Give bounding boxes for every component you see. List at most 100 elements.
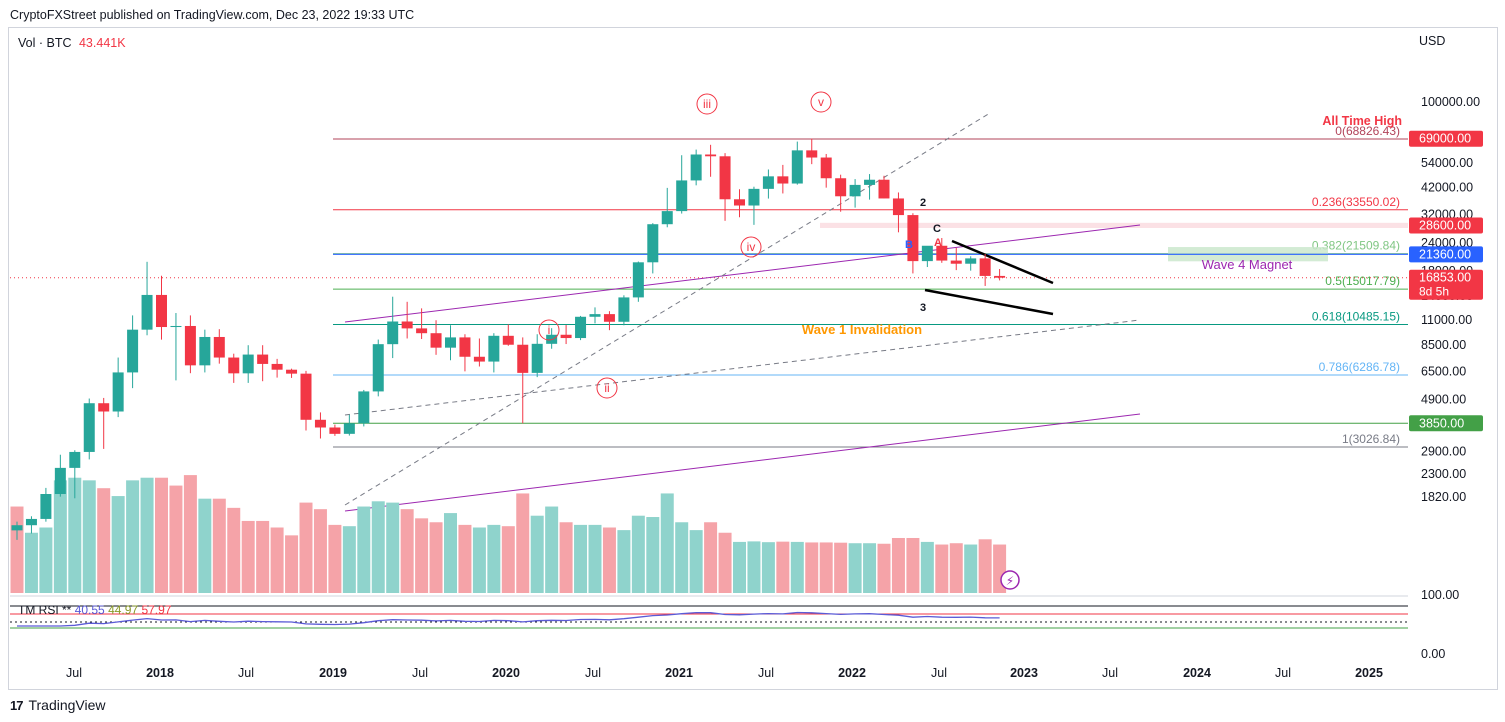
volume-bar — [588, 524, 602, 593]
candle-body — [141, 294, 153, 330]
volume-bar — [53, 480, 67, 593]
volume-bar — [516, 493, 530, 593]
candle-body — [892, 198, 904, 216]
candle-body — [314, 419, 326, 428]
wave-label-ii: ii — [604, 381, 609, 395]
wedge-upper-line — [951, 239, 1054, 285]
time-tick: Jul — [758, 666, 774, 680]
volume-bar — [646, 517, 660, 593]
price-label-text: 21360.00 — [1419, 247, 1471, 261]
price-label-countdown: 8d 5h — [1419, 285, 1449, 299]
candle-body — [430, 333, 442, 348]
time-tick: 2023 — [1010, 666, 1038, 680]
candles-group — [11, 138, 1006, 540]
trendlines-group — [344, 112, 1141, 512]
all-time-high-label: All Time High — [1322, 114, 1402, 128]
rsi-legend: TM RSI ** 40.55 44.97 57.97 — [18, 603, 171, 617]
candle-body — [647, 224, 659, 263]
time-tick: Jul — [1102, 666, 1118, 680]
fib-label-0.382: 0.382(21509.84) — [1312, 239, 1400, 253]
volume-bar — [10, 506, 24, 593]
volume-bar — [964, 544, 978, 593]
price-label-box — [1409, 415, 1483, 432]
price-tick: 1820.00 — [1421, 490, 1466, 504]
brand[interactable]: 17 TradingView — [10, 697, 106, 713]
candle-body — [199, 336, 211, 366]
candle-body — [994, 275, 1006, 278]
volume-bar — [891, 537, 905, 593]
fib-label-0.236: 0.236(33550.02) — [1312, 195, 1400, 209]
price-label-text: 3850.00 — [1419, 416, 1464, 430]
candle-body — [83, 403, 95, 452]
volume-bar — [472, 527, 486, 593]
fib-label-0: 0(68826.43) — [1335, 124, 1400, 138]
volume-bar — [386, 502, 400, 593]
candle-body — [445, 337, 456, 348]
time-tick: 2018 — [146, 666, 174, 680]
candle-body — [835, 178, 847, 197]
candle-body — [54, 467, 66, 495]
price-label-text: 28600.00 — [1419, 219, 1471, 233]
volume-bar — [689, 530, 703, 593]
time-tick: 2019 — [319, 666, 347, 680]
candle-body — [170, 325, 182, 328]
volume-bar — [834, 542, 848, 593]
volume-bar — [863, 543, 877, 593]
channel-upper-line — [344, 224, 1141, 323]
candle-body — [777, 176, 789, 184]
candle-body — [531, 343, 543, 373]
volume-bar — [877, 543, 891, 593]
volume-bar — [675, 522, 689, 593]
tradingview-logo-icon: 17 — [10, 697, 24, 713]
volume-bar — [313, 509, 327, 593]
volume-bar — [761, 542, 775, 593]
volume-bar — [733, 541, 746, 593]
candle-body — [979, 258, 991, 276]
volume-legend-value: 43.441K — [78, 36, 126, 50]
rsi-pane — [10, 595, 1408, 629]
price-label-text: 69000.00 — [1419, 132, 1471, 146]
volume-bar — [935, 544, 949, 593]
volume-bar — [357, 506, 371, 593]
candle-body — [705, 154, 717, 157]
volume-bar — [198, 498, 212, 593]
volume-bar — [155, 477, 168, 593]
abc-label-A: A — [934, 237, 942, 249]
wave1-invalidation-label: Wave 1 Invalidation — [802, 322, 922, 337]
volume-bar — [660, 493, 674, 593]
price-label-box — [1409, 217, 1483, 234]
candle-body — [864, 179, 876, 185]
volume-bar — [212, 498, 226, 593]
volume-bar — [371, 501, 385, 593]
fib-label-0.786: 0.786(6286.78) — [1319, 360, 1400, 374]
volume-bar — [415, 518, 429, 593]
volume-bar — [458, 524, 472, 593]
time-tick: 2022 — [838, 666, 866, 680]
price-tick: 6500.00 — [1421, 365, 1466, 379]
time-axis: Jul 2018 Jul 2019 Jul 2020 Jul 2021 Jul 2022 Jul 20… — [66, 666, 1383, 680]
rsi-legend-label: TM RSI ** — [18, 603, 72, 617]
volume-bar — [285, 535, 299, 593]
candle-body — [372, 344, 384, 392]
candle-body — [618, 297, 630, 322]
price-axis: USD100000.0054000.0042000.0032000.002400… — [1409, 34, 1483, 661]
candle-body — [343, 423, 355, 434]
volume-bar — [169, 485, 183, 593]
price-tick: 8500.00 — [1421, 338, 1466, 352]
volume-bar — [126, 480, 140, 593]
candle-body — [762, 176, 774, 189]
fib-label-0.5: 0.5(15017.79) — [1325, 274, 1400, 288]
candle-body — [416, 328, 428, 334]
volume-group — [10, 475, 1007, 593]
volume-bar — [747, 541, 761, 593]
abc-label-C: C — [933, 223, 941, 235]
volume-bar — [978, 539, 992, 593]
volume-bar — [776, 541, 790, 593]
wave-label-circle — [810, 91, 832, 113]
price-label-text: 16853.00 — [1419, 271, 1471, 285]
candle-body — [632, 262, 644, 298]
price-tick: 54000.00 — [1421, 156, 1473, 170]
volume-bar — [501, 526, 515, 593]
volume-legend-label: Vol · BTC — [18, 36, 72, 50]
